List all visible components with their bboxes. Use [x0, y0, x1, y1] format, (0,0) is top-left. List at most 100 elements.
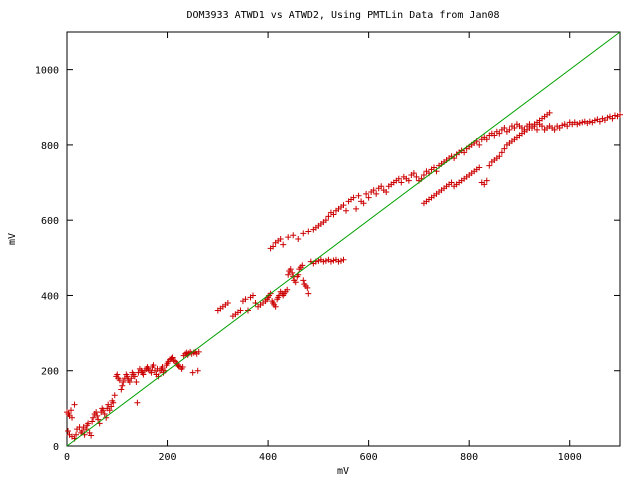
x-tick-label: 600 — [360, 452, 378, 463]
data-point — [483, 177, 490, 184]
data-point — [511, 124, 518, 131]
data-point — [116, 377, 123, 384]
data-point — [322, 257, 329, 264]
data-point — [100, 407, 107, 414]
data-point — [448, 179, 455, 186]
data-point — [340, 256, 347, 263]
y-tick-label: 600 — [41, 216, 59, 227]
data-point — [277, 236, 284, 242]
data-point — [353, 205, 360, 212]
data-point — [327, 258, 334, 265]
data-point — [106, 407, 113, 414]
data-point — [576, 120, 583, 127]
data-point — [476, 164, 483, 171]
data-point — [410, 170, 417, 177]
data-point — [128, 375, 135, 382]
data-point — [365, 194, 372, 201]
y-axis: 0 200 400 600 800 1000 — [35, 66, 620, 453]
data-point — [148, 369, 155, 376]
data-point — [398, 179, 405, 186]
data-point — [496, 130, 503, 137]
data-points — [64, 109, 623, 442]
data-point — [237, 307, 244, 314]
data-point — [119, 382, 126, 389]
data-point — [551, 126, 558, 133]
data-point — [71, 401, 78, 408]
data-point — [591, 117, 598, 124]
data-point — [140, 371, 147, 378]
data-point — [134, 399, 141, 406]
data-point — [539, 123, 546, 130]
data-point — [69, 414, 76, 421]
y-tick-label: 1000 — [35, 66, 59, 77]
data-point — [559, 122, 566, 129]
data-point — [501, 145, 508, 152]
data-point — [370, 187, 377, 194]
data-point — [325, 213, 332, 220]
data-point — [491, 132, 498, 139]
data-point — [315, 257, 322, 264]
data-point — [108, 403, 115, 410]
data-point — [574, 121, 581, 128]
data-point — [360, 200, 367, 207]
y-axis-label: mV — [7, 233, 18, 245]
data-point — [131, 373, 138, 380]
data-point — [322, 217, 329, 224]
data-point — [355, 192, 362, 199]
x-tick-label: 0 — [64, 452, 70, 463]
data-point — [280, 241, 287, 248]
data-point — [242, 296, 249, 303]
data-point — [272, 303, 279, 310]
data-point — [486, 162, 493, 169]
data-point — [285, 234, 292, 241]
data-point — [461, 149, 468, 156]
data-point — [340, 202, 347, 209]
data-point — [290, 232, 297, 239]
data-point — [114, 371, 121, 378]
data-point — [287, 266, 294, 273]
data-point — [556, 124, 563, 131]
data-point — [105, 401, 112, 408]
data-point — [85, 420, 92, 427]
data-point — [483, 136, 490, 143]
data-point — [564, 123, 571, 130]
data-point — [611, 112, 618, 119]
data-point — [169, 354, 176, 361]
data-point — [596, 118, 603, 125]
data-point — [405, 177, 412, 184]
data-point — [395, 175, 402, 182]
y-tick-label: 0 — [53, 442, 59, 453]
data-point — [343, 207, 350, 214]
data-point — [292, 279, 299, 286]
data-point — [335, 258, 342, 265]
data-point — [420, 172, 427, 179]
reference-line — [66, 31, 621, 447]
y-tick-label: 200 — [41, 367, 59, 378]
data-point — [430, 164, 437, 171]
data-point — [413, 173, 420, 180]
data-point — [94, 412, 101, 419]
data-point — [481, 181, 488, 188]
data-point — [305, 290, 312, 297]
data-point — [506, 126, 513, 133]
data-point — [194, 367, 201, 374]
data-point — [496, 153, 503, 160]
data-point — [498, 149, 505, 156]
data-point — [189, 369, 196, 376]
data-point — [150, 362, 157, 369]
x-axis: 0 200 400 600 800 1000 — [64, 32, 582, 463]
data-point — [501, 124, 508, 131]
data-point — [350, 194, 357, 201]
data-point — [88, 432, 95, 439]
x-tick-label: 200 — [159, 452, 177, 463]
data-point — [284, 286, 291, 293]
data-point — [604, 114, 611, 121]
x-tick-label: 1000 — [558, 452, 582, 463]
data-point — [159, 363, 166, 370]
data-point — [330, 257, 337, 264]
data-point — [179, 363, 186, 370]
y-tick-label: 400 — [41, 291, 59, 302]
data-point — [363, 190, 370, 197]
data-point — [337, 257, 344, 264]
